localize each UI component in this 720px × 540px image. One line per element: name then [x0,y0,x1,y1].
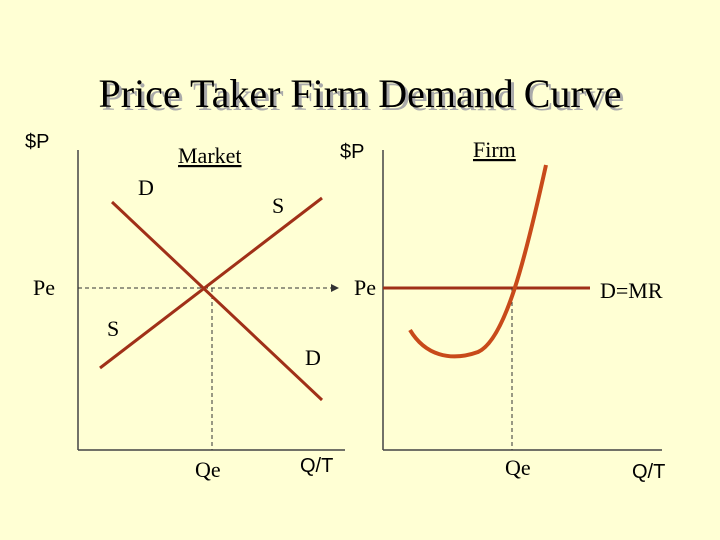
supply-curve [99,196,323,370]
price-label: Pe [354,275,376,300]
quantity-label: Qe [505,455,531,480]
x-label: Q/T [632,461,665,483]
cost-curve [408,164,548,359]
y-label: $P [25,131,49,153]
market-panel: $P Market D S Pe S D Qe Q/T [25,131,345,482]
firm-panel: $P Firm Pe D=MR Qe Q/T [340,137,665,483]
demand-label: D=MR [600,278,663,303]
demand-label: D [305,345,321,370]
supply-label: S [272,193,284,218]
price-label: Pe [33,275,55,300]
panel-heading: Firm [473,137,516,162]
panel-heading: Market [178,143,242,168]
demand-curve [110,200,324,402]
title-shadow: Price Taker Firm Demand Curve [102,74,625,119]
title: Price Taker Firm Demand Curve [99,71,622,116]
y-label: $P [340,141,364,163]
quantity-label: Qe [195,457,221,482]
demand-label: D [138,175,154,200]
x-label: Q/T [300,455,333,477]
supply-label: S [107,316,119,341]
